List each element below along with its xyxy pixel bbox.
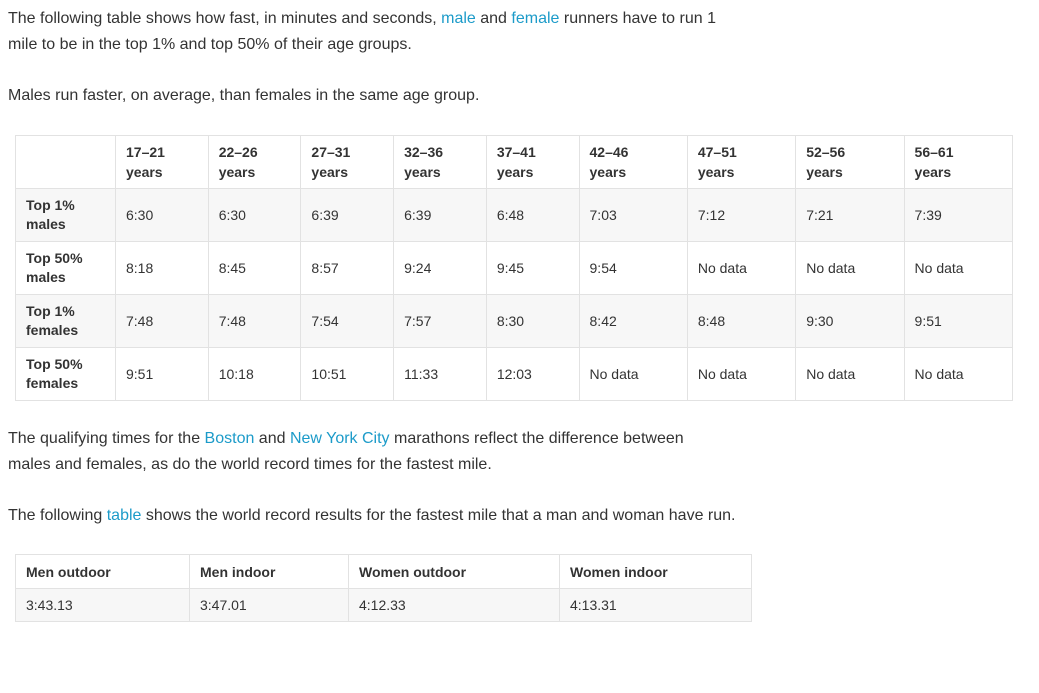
table-header-row: Men outdoor Men indoor Women outdoor Wom… [15, 554, 752, 589]
time-cell: 7:48 [115, 294, 209, 348]
time-cell: 7:21 [795, 188, 905, 242]
header-women-indoor: Women indoor [559, 554, 752, 589]
female-link[interactable]: female [511, 10, 560, 27]
age-header-56-61: 56–61 years [903, 135, 1014, 189]
time-cell: 6:39 [300, 188, 395, 242]
time-cell: 9:30 [795, 294, 905, 348]
row-label: Top 50% males [15, 241, 116, 295]
time-cell: 7:03 [578, 188, 688, 242]
time-cell: 8:18 [115, 241, 209, 295]
table-row: Top 50% males 8:18 8:45 8:57 9:24 9:45 9:… [15, 241, 1014, 295]
time-cell: 11:33 [393, 347, 487, 401]
world-record-table: Men outdoor Men indoor Women outdoor Wom… [15, 554, 752, 622]
intro-paragraph: The following table shows how fast, in m… [8, 10, 716, 53]
time-cell: 6:48 [485, 188, 580, 242]
time-cell: No data [795, 347, 905, 401]
age-header-27-31: 27–31 years [300, 135, 395, 189]
records-intro-paragraph: The following table shows the world reco… [8, 507, 736, 524]
time-cell: No data [686, 347, 797, 401]
age-header-22-26: 22–26 years [207, 135, 302, 189]
time-cell: 7:57 [393, 294, 487, 348]
header-men-indoor: Men indoor [189, 554, 349, 589]
qualifying-paragraph: The qualifying times for the Boston and … [8, 430, 684, 473]
time-cell: 12:03 [485, 347, 580, 401]
age-header-32-36: 32–36 years [393, 135, 487, 189]
time-cell: No data [903, 347, 1014, 401]
row-label: Top 1% females [15, 294, 116, 348]
table-row: Top 1% males 6:30 6:30 6:39 6:39 6:48 7:0… [15, 188, 1014, 242]
table-row: Top 1% females 7:48 7:48 7:54 7:57 8:30 8… [15, 294, 1014, 348]
time-cell: No data [795, 241, 905, 295]
row-label: Top 1% males [15, 188, 116, 242]
time-cell: 8:48 [686, 294, 797, 348]
time-cell: 6:39 [393, 188, 487, 242]
record-cell: 4:13.31 [559, 588, 752, 622]
table-row: 3:43.13 3:47.01 4:12.33 4:13.31 [15, 588, 752, 622]
record-cell: 4:12.33 [348, 588, 560, 622]
time-cell: No data [578, 347, 688, 401]
new-york-city-link[interactable]: New York City [289, 430, 390, 447]
time-cell: 9:51 [115, 347, 209, 401]
time-cell: 8:45 [207, 241, 302, 295]
time-cell: 7:12 [686, 188, 797, 242]
male-link[interactable]: male [441, 10, 476, 27]
time-cell: 7:48 [207, 294, 302, 348]
time-cell: 9:45 [485, 241, 580, 295]
age-header-37-41: 37–41 years [485, 135, 580, 189]
time-cell: 10:51 [300, 347, 395, 401]
age-header-52-56: 52–56 years [795, 135, 905, 189]
table-link[interactable]: table [106, 507, 142, 524]
table-header-row: 17–21 years 22–26 years 27–31 years 32–36 ye… [15, 135, 1014, 189]
boston-link[interactable]: Boston [204, 430, 255, 447]
table-row: Top 50% females 9:51 10:18 10:51 11:33 12… [15, 347, 1014, 401]
time-cell: 6:30 [115, 188, 209, 242]
time-cell: 10:18 [207, 347, 302, 401]
note-paragraph: Males run faster, on average, than femal… [8, 87, 480, 104]
time-cell: 9:24 [393, 241, 487, 295]
record-cell: 3:47.01 [189, 588, 349, 622]
time-cell: No data [686, 241, 797, 295]
time-cell: 8:30 [485, 294, 580, 348]
time-cell: 9:54 [578, 241, 688, 295]
time-cell: 8:42 [578, 294, 688, 348]
article-body: The following table shows how fast, in m… [8, 10, 1014, 622]
time-cell: 8:57 [300, 241, 395, 295]
age-header-42-46: 42–46 years [578, 135, 688, 189]
time-cell: 7:39 [903, 188, 1014, 242]
time-cell: 6:30 [207, 188, 302, 242]
row-label: Top 50% females [15, 347, 116, 401]
time-cell: 7:54 [300, 294, 395, 348]
header-women-outdoor: Women outdoor [348, 554, 560, 589]
time-cell: 9:51 [903, 294, 1014, 348]
header-men-outdoor: Men outdoor [15, 554, 190, 589]
record-cell: 3:43.13 [15, 588, 190, 622]
age-group-times-table: 17–21 years 22–26 years 27–31 years 32–36 ye… [15, 135, 1014, 401]
corner-cell [15, 135, 116, 189]
time-cell: No data [903, 241, 1014, 295]
age-header-17-21: 17–21 years [115, 135, 209, 189]
age-header-47-51: 47–51 years [686, 135, 797, 189]
